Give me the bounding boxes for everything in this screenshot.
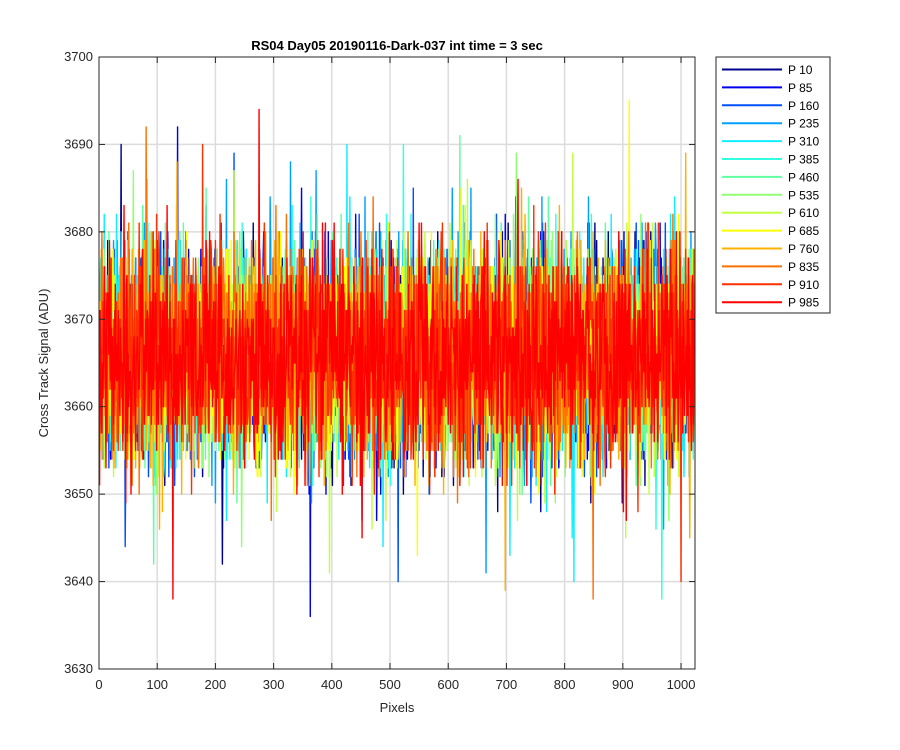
x-tick-label: 600 xyxy=(437,677,459,692)
x-tick-label: 700 xyxy=(496,677,518,692)
axis-ticks: 0 100 200 300 400 500 600 700 800 900 1000 3630 3640… xyxy=(64,49,695,692)
chart-title: RS04 Day05 20190116-Dark-037 int time = … xyxy=(251,38,543,53)
y-tick-label: 3650 xyxy=(64,486,93,501)
legend-label: P 235 xyxy=(788,117,819,131)
legend-label: P 985 xyxy=(788,296,819,310)
plot-frame xyxy=(98,56,696,670)
y-tick-label: 3670 xyxy=(64,311,93,326)
y-axis-label: Cross Track Signal (ADU) xyxy=(36,289,51,438)
legend-label: P 10 xyxy=(788,63,813,77)
legend-label: P 610 xyxy=(788,206,819,220)
x-tick-label: 1000 xyxy=(667,677,696,692)
y-tick-label: 3680 xyxy=(64,224,93,239)
legend-label: P 685 xyxy=(788,224,819,238)
x-tick-label: 900 xyxy=(612,677,634,692)
x-axis-label: Pixels xyxy=(380,700,415,715)
y-tick-label: 3640 xyxy=(64,574,93,589)
x-tick-label: 0 xyxy=(95,677,102,692)
legend-label: P 460 xyxy=(788,170,819,184)
legend-label: P 835 xyxy=(788,260,819,274)
x-tick-label: 100 xyxy=(146,677,168,692)
legend-items: P 10 P 85 P 160 P 235 P 310 P 385 P 460 P 535 P … xyxy=(722,63,819,310)
legend-label: P 85 xyxy=(788,81,813,95)
x-tick-label: 300 xyxy=(263,677,285,692)
legend-label: P 760 xyxy=(788,242,819,256)
y-tick-label: 3700 xyxy=(64,49,93,64)
series-lines xyxy=(99,100,695,618)
x-tick-label: 400 xyxy=(321,677,343,692)
x-tick-label: 800 xyxy=(554,677,576,692)
y-tick-label: 3690 xyxy=(64,136,93,151)
x-tick-label: 200 xyxy=(205,677,227,692)
y-tick-label: 3660 xyxy=(64,399,93,414)
y-tick-label: 3630 xyxy=(64,661,93,676)
legend-label: P 385 xyxy=(788,153,819,167)
legend-label: P 310 xyxy=(788,135,819,149)
legend[interactable]: P 10 P 85 P 160 P 235 P 310 P 385 P 460 P 535 P … xyxy=(715,56,831,314)
legend-box xyxy=(715,56,831,314)
legend-label: P 910 xyxy=(788,278,819,292)
legend-label: P 535 xyxy=(788,188,819,202)
x-tick-label: 500 xyxy=(379,677,401,692)
series-line xyxy=(99,108,695,600)
legend-label: P 160 xyxy=(788,99,819,113)
